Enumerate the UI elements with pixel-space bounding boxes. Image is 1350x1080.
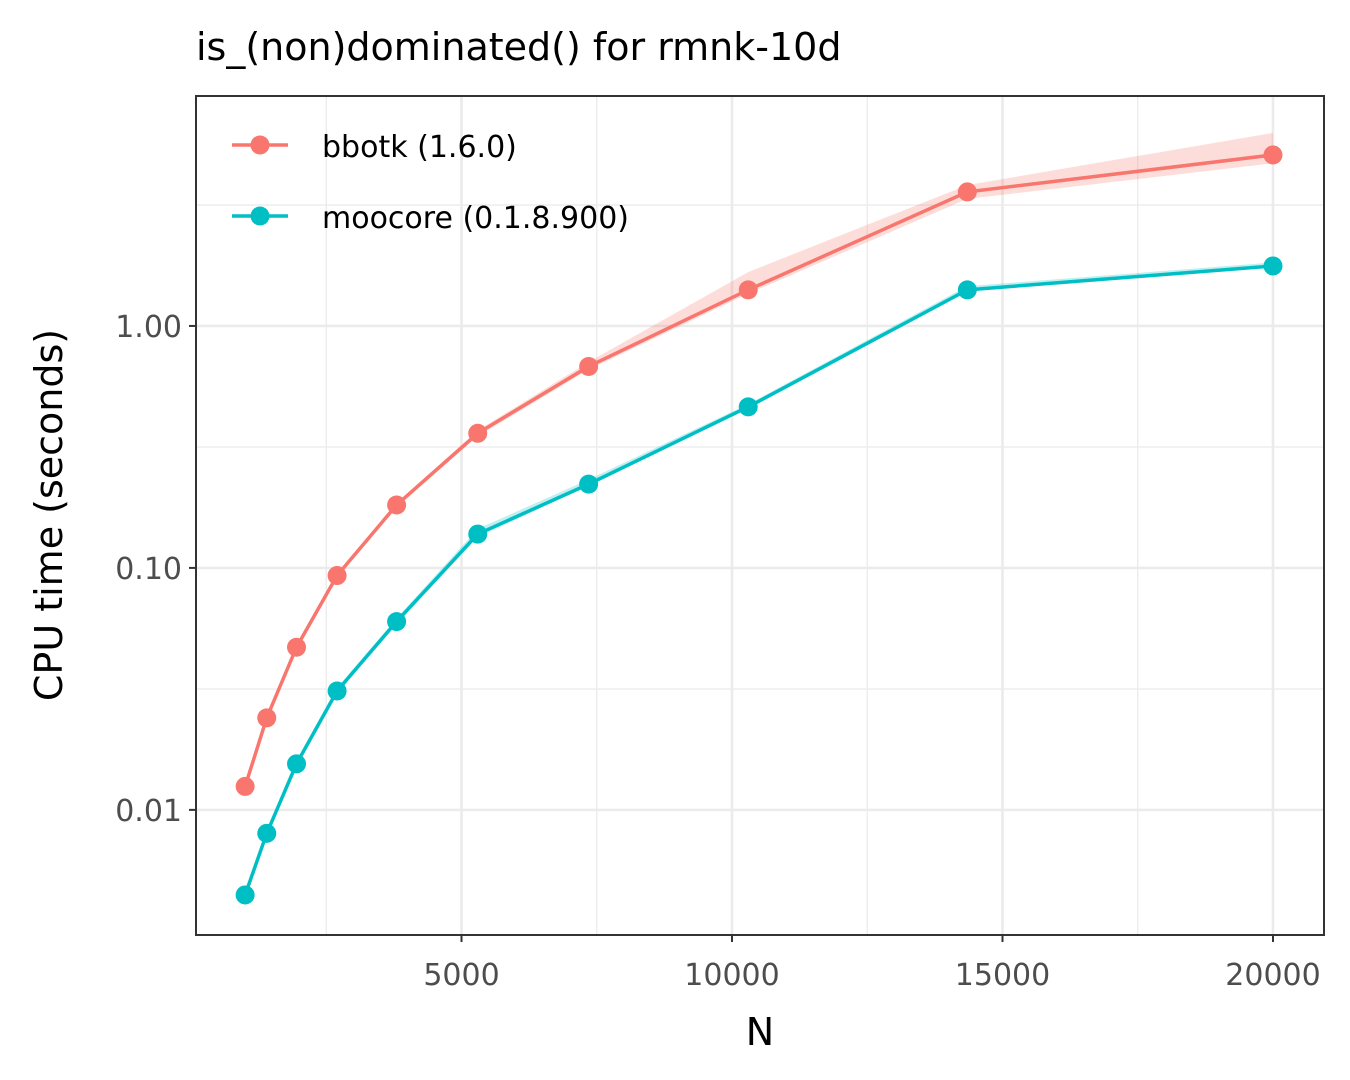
point-0 — [738, 280, 758, 300]
x-tick-label: 5000 — [423, 958, 499, 993]
y-axis: 0.01 0.10 1.00 — [115, 310, 196, 829]
point-1 — [287, 754, 307, 774]
grid — [196, 96, 1324, 935]
legend-label: bbotk (1.6.0) — [322, 130, 517, 165]
series-points — [235, 145, 1283, 905]
line-1 — [243, 264, 1274, 896]
point-1 — [957, 280, 977, 300]
x-tick-label: 10000 — [684, 958, 779, 993]
point-1 — [257, 823, 277, 843]
point-0 — [387, 495, 407, 515]
y-tick-label: 0.10 — [115, 552, 182, 587]
point-1 — [468, 524, 488, 544]
x-tick-label: 15000 — [955, 958, 1050, 993]
x-axis: 5000 10000 15000 20000 — [423, 935, 1321, 993]
line-0 — [243, 153, 1274, 787]
point-0 — [257, 708, 277, 728]
x-axis-label: N — [746, 1010, 774, 1054]
series-lines — [243, 153, 1274, 896]
ribbons — [245, 132, 1273, 897]
point-0 — [287, 637, 307, 657]
legend-key-point — [250, 135, 270, 155]
y-axis-label: CPU time (seconds) — [27, 329, 71, 701]
point-1 — [327, 681, 347, 701]
legend-label: moocore (0.1.8.900) — [322, 201, 629, 236]
point-0 — [579, 356, 599, 376]
plot-panel-border — [195, 95, 1325, 936]
chart-title: is_(non)dominated() for rmnk-10d — [196, 25, 841, 69]
point-0 — [1263, 145, 1283, 165]
point-0 — [327, 566, 347, 586]
point-1 — [235, 885, 255, 905]
y-tick-label: 1.00 — [115, 310, 182, 345]
point-1 — [1263, 256, 1283, 276]
ribbon-1 — [245, 262, 1273, 897]
point-1 — [579, 474, 599, 494]
y-tick-label: 0.01 — [115, 794, 182, 829]
point-0 — [468, 423, 488, 443]
point-0 — [957, 182, 977, 202]
legend-key-point — [250, 206, 270, 226]
legend: bbotk (1.6.0) moocore (0.1.8.900) — [232, 130, 629, 236]
point-0 — [235, 776, 255, 796]
point-1 — [387, 612, 407, 632]
point-1 — [738, 397, 758, 417]
x-tick-label: 20000 — [1225, 958, 1320, 993]
